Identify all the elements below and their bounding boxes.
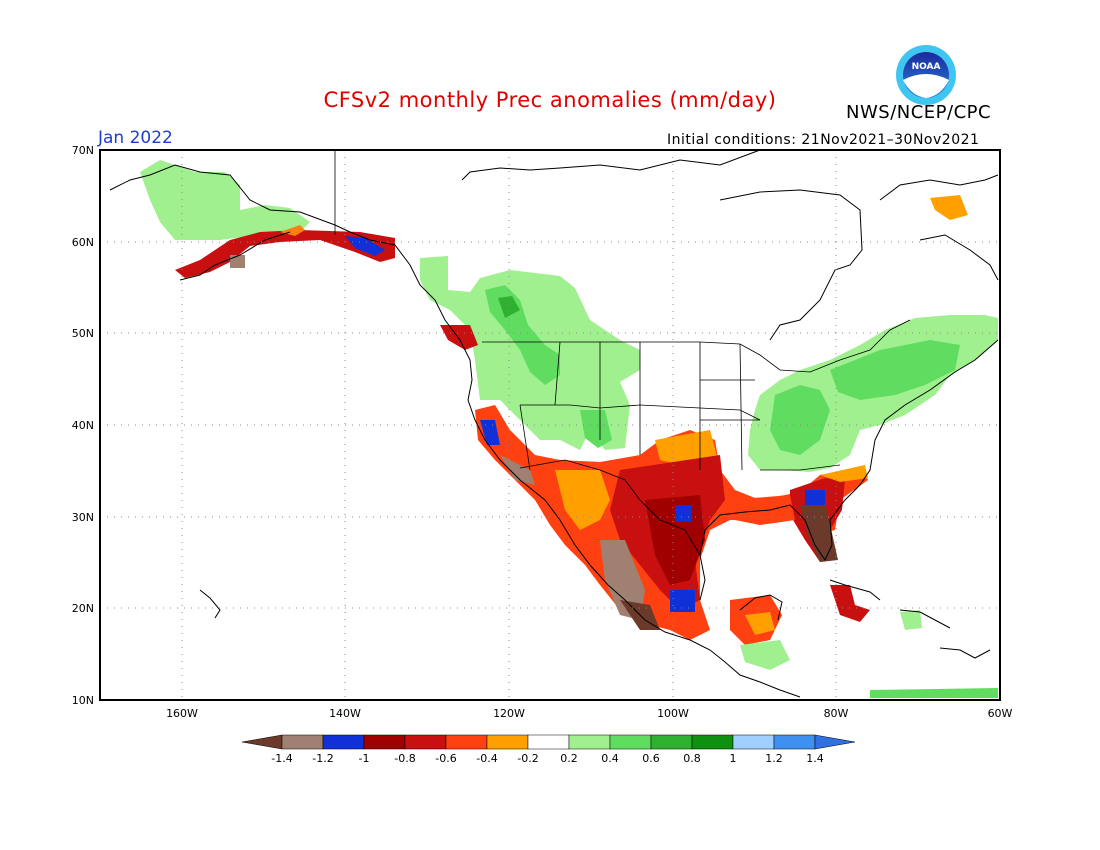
colorbar-label: -1.4 <box>271 752 292 765</box>
region-alaska-coast-dry <box>175 230 395 278</box>
colorbar-swatch <box>773 734 816 750</box>
lat-label: 20N <box>72 602 94 615</box>
colorbar-label: 0.8 <box>683 752 701 765</box>
agency-label: NWS/NCEP/CPC <box>846 102 992 123</box>
colorbar-left-arrow <box>241 734 283 750</box>
colorbar-label: -0.4 <box>476 752 497 765</box>
map-title: CFSv2 monthly Prec anomalies (mm/day) <box>323 88 777 112</box>
colorbar-swatch <box>609 734 652 750</box>
lat-label: 40N <box>72 419 94 432</box>
coastlines <box>109 149 999 698</box>
colorbar-label: 0.2 <box>560 752 578 765</box>
noaa-logo-icon: NOAA <box>896 45 956 105</box>
political-borders <box>334 150 911 556</box>
colorbar-label: 0.4 <box>601 752 619 765</box>
colorbar-label: 0.6 <box>642 752 660 765</box>
colorbar-swatch <box>691 734 734 750</box>
colored-field <box>140 160 998 698</box>
lon-label: 60W <box>988 707 1013 720</box>
graticule <box>100 150 1000 700</box>
colorbar-swatch <box>568 734 611 750</box>
colorbar-swatch <box>363 734 406 750</box>
colorbar-label: -0.8 <box>394 752 415 765</box>
colorbar-label: -1 <box>359 752 370 765</box>
lat-label: 30N <box>72 511 94 524</box>
forecast-month: Jan 2022 <box>98 128 173 148</box>
lat-label: 50N <box>72 327 94 340</box>
lat-label: 70N <box>72 144 94 157</box>
colorbar-swatch <box>486 734 529 750</box>
colorbar: -1.4 -1.2 -1 -0.8 -0.6 -0.4 -0.2 0.2 0.4 0.6 0.8 1 1… <box>241 734 856 765</box>
lon-label: 140W <box>329 707 361 720</box>
lat-label: 10N <box>72 694 94 707</box>
lon-label: 100W <box>657 707 689 720</box>
longitude-labels: 160W 140W 120W 100W 80W 60W <box>166 707 1012 720</box>
colorbar-label: 1.2 <box>765 752 783 765</box>
noaa-logo-text: NOAA <box>912 62 941 72</box>
colorbar-label: -0.6 <box>435 752 456 765</box>
lat-label: 60N <box>72 236 94 249</box>
map-frame <box>99 149 1001 701</box>
colorbar-label: -0.2 <box>517 752 538 765</box>
colorbar-swatch <box>732 734 775 750</box>
lon-label: 160W <box>166 707 198 720</box>
colorbar-swatch <box>404 734 447 750</box>
colorbar-label: -1.2 <box>312 752 333 765</box>
colorbar-swatch <box>322 734 365 750</box>
colorbar-swatch <box>650 734 693 750</box>
colorbar-swatch <box>527 734 570 750</box>
lon-label: 80W <box>824 707 849 720</box>
colorbar-label: 1 <box>730 752 737 765</box>
colorbar-right-arrow <box>814 734 856 750</box>
colorbar-label: 1.4 <box>806 752 824 765</box>
colorbar-swatch <box>445 734 488 750</box>
initial-conditions: Initial conditions: 21Nov2021–30Nov2021 <box>667 132 980 148</box>
lon-label: 120W <box>493 707 525 720</box>
colorbar-swatch <box>281 734 324 750</box>
region-alaska-interior <box>140 160 310 240</box>
latitude-labels: 70N 60N 50N 40N 30N 20N 10N <box>72 144 94 707</box>
